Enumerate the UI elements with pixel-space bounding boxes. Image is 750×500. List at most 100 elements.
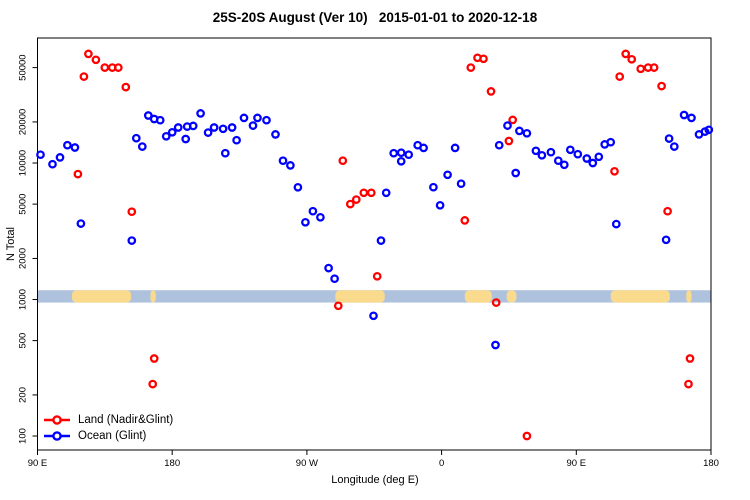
y-tick-label: 20000 <box>18 109 29 135</box>
plot-frame <box>37 37 712 451</box>
data-point-ocean <box>435 200 445 210</box>
data-point-land <box>663 206 672 216</box>
y-tick-label: 5000 <box>18 194 29 215</box>
legend-label-ocean: Ocean (Glint) <box>78 430 147 442</box>
data-point-ocean <box>286 161 295 170</box>
data-point-land <box>79 72 89 81</box>
data-point-ocean <box>396 156 406 166</box>
data-point-ocean <box>491 340 500 350</box>
data-point-land <box>149 354 159 363</box>
data-point-ocean <box>70 143 80 152</box>
x-tick-label: 180 <box>703 458 719 469</box>
data-point-ocean <box>196 109 205 118</box>
data-point-land <box>338 156 348 166</box>
data-point-land <box>148 379 158 389</box>
data-point-ocean <box>664 134 674 143</box>
data-point-ocean <box>308 206 318 216</box>
data-point-ocean <box>316 212 325 222</box>
data-point-land <box>372 271 382 281</box>
land-marker-icon <box>44 415 70 425</box>
chart-title: 25S-20S August (Ver 10) 2015-01-01 to 20… <box>212 10 538 25</box>
data-point-ocean <box>704 125 714 135</box>
data-point-ocean <box>262 115 271 125</box>
data-point-ocean <box>137 142 147 151</box>
data-point-ocean <box>594 152 604 162</box>
y-tick-label: 50000 <box>18 54 29 80</box>
x-tick-label: 0 <box>439 458 444 469</box>
data-point-land <box>621 49 631 59</box>
data-point-ocean <box>188 121 198 131</box>
data-point-land <box>479 54 488 64</box>
data-point-land <box>615 72 625 81</box>
data-point-ocean <box>611 219 621 229</box>
legend-label-land: Land (Nadir&Glint) <box>78 414 174 426</box>
data-point-land <box>73 169 83 179</box>
data-point-ocean <box>537 150 547 160</box>
data-point-land <box>121 82 131 92</box>
y-tick-label: 100 <box>18 428 29 444</box>
legend: Land (Nadir&Glint) Ocean (Glint) <box>42 412 173 444</box>
data-point-land <box>649 63 659 72</box>
data-point-ocean <box>278 156 288 166</box>
map-band-land-patch <box>335 290 385 303</box>
legend-item-ocean: Ocean (Glint) <box>42 428 173 444</box>
data-point-land <box>522 431 532 441</box>
data-point-land <box>610 166 619 176</box>
data-point-ocean <box>396 148 406 158</box>
data-point-ocean <box>515 126 524 136</box>
data-point-ocean <box>227 123 237 132</box>
data-point-ocean <box>389 148 399 158</box>
data-point-land <box>636 64 646 74</box>
legend-item-land: Land (Nadir&Glint) <box>42 412 173 428</box>
data-point-ocean <box>253 113 262 123</box>
data-point-ocean <box>429 182 438 192</box>
data-point-ocean <box>232 135 241 145</box>
data-point-ocean <box>293 182 303 192</box>
data-point-land <box>466 63 476 72</box>
data-point-ocean <box>167 127 177 137</box>
data-point-ocean <box>301 217 310 227</box>
data-point-ocean <box>271 130 280 139</box>
map-band-land-patch <box>464 290 492 303</box>
data-point-ocean <box>679 110 689 120</box>
y-tick-label: 2000 <box>18 248 29 269</box>
data-point-ocean <box>669 142 679 151</box>
data-point-ocean <box>661 235 671 245</box>
data-point-ocean <box>443 170 452 180</box>
data-point-ocean <box>55 153 65 162</box>
data-point-ocean <box>369 311 378 321</box>
x-tick-label: 90 E <box>567 458 587 469</box>
data-point-ocean <box>161 131 171 141</box>
data-point-ocean <box>582 154 592 163</box>
y-tick-label: 10000 <box>18 150 29 176</box>
map-band-land-patch <box>610 290 670 303</box>
data-point-land <box>504 136 514 146</box>
ocean-marker-icon <box>44 431 70 441</box>
data-point-ocean <box>127 236 137 245</box>
data-point-land <box>113 63 123 72</box>
data-point-ocean <box>687 113 696 123</box>
data-point-land <box>127 207 137 217</box>
data-point-ocean <box>511 168 521 178</box>
data-point-ocean <box>404 150 414 160</box>
data-point-land <box>508 115 518 125</box>
map-band-land-patch <box>686 290 692 303</box>
data-point-ocean <box>494 140 504 150</box>
data-point-land <box>345 199 355 209</box>
data-point-land <box>84 49 93 59</box>
data-point-land <box>100 63 110 72</box>
data-point-ocean <box>522 128 532 138</box>
data-point-ocean <box>503 121 512 130</box>
data-point-ocean <box>450 143 460 153</box>
map-band-land-patch <box>71 290 132 303</box>
data-point-ocean <box>559 160 569 170</box>
data-point-land <box>491 298 501 307</box>
data-point-ocean <box>155 115 165 125</box>
data-point-land <box>359 188 369 198</box>
y-axis-title: N Total <box>5 226 17 262</box>
data-point-ocean <box>324 263 333 273</box>
data-point-ocean <box>209 123 219 132</box>
data-point-ocean <box>131 133 141 143</box>
data-point-land <box>351 195 361 204</box>
